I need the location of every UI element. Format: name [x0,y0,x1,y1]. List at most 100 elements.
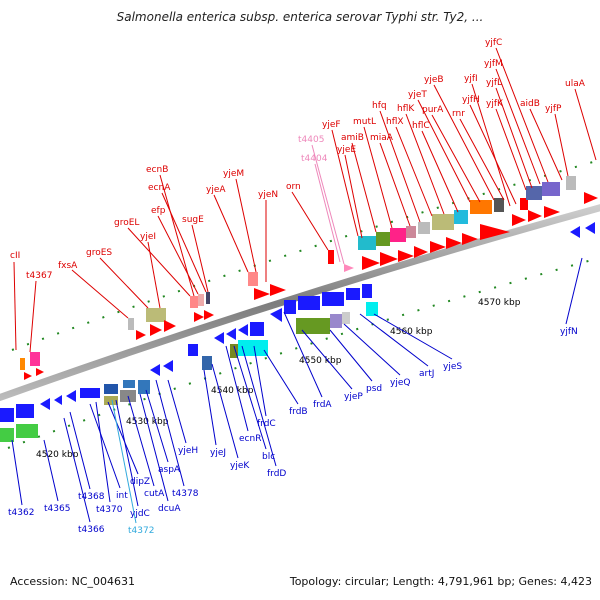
ruler-label: 4550 kbp [299,356,342,366]
gene-label[interactable]: frdD [267,469,286,479]
gene-label[interactable]: artJ [419,369,434,379]
gene-label[interactable]: yjeE [337,145,356,155]
gene-label[interactable]: t4378 [172,489,199,499]
gene-label[interactable]: cutA [144,489,165,499]
gene-label[interactable]: yjfH [462,95,480,105]
gene-leader-line [395,126,433,217]
gene-block [296,318,330,334]
gene-label[interactable]: rnr [452,109,465,119]
gene-label[interactable]: yjeA [206,185,226,195]
gene-label[interactable]: t4404 [301,154,328,164]
gene-label[interactable]: int [116,491,128,501]
gene-label[interactable]: ecnR [239,434,261,444]
gene-block [406,226,416,238]
gene-label[interactable]: mutL [353,117,376,127]
gene-block [202,356,212,370]
gene-label[interactable]: yjfI [464,74,478,84]
gene-label[interactable]: amiB [341,133,364,143]
gene-arrow [528,210,542,222]
gene-label[interactable]: yjeT [408,90,427,100]
gene-label[interactable]: frdA [313,400,332,410]
gene-label[interactable]: t4367 [26,271,52,281]
gene-leader-line [139,393,169,502]
gene-leader-line [495,108,527,191]
gene-leader-line [433,84,495,201]
gene-label[interactable]: yjfL [486,78,502,88]
gene-block [16,424,38,438]
gene-label[interactable]: t4405 [298,135,324,145]
gene-label[interactable]: yjeJ [210,448,226,458]
gene-label[interactable]: hflK [397,104,415,114]
gene-label[interactable]: t4366 [78,525,105,535]
gene-label[interactable]: hflX [386,117,404,127]
gene-label[interactable]: yjfC [485,38,502,48]
gene-label[interactable]: t4365 [44,504,70,514]
gene-label[interactable]: t4372 [128,526,154,536]
gene-label[interactable]: yjfM [484,59,503,69]
gene-label[interactable]: psd [366,384,382,394]
gene-label[interactable]: t4370 [96,505,123,515]
gene-leader-line [263,349,299,405]
topology-text: Topology: circular; Length: 4,791,961 bp… [289,575,592,588]
gene-label[interactable]: yjfP [545,104,562,114]
gene-label[interactable]: yjeP [344,392,363,402]
gene-label[interactable]: yjdC [130,509,150,519]
gene-label[interactable]: yjeM [223,169,244,179]
gene-leader-line [241,345,277,467]
gene-block [0,428,14,442]
gene-label[interactable]: ulaA [565,79,586,89]
gene-block [566,176,576,190]
gene-label[interactable]: aspA [158,465,181,475]
gene-arrow [362,256,380,270]
gene-label[interactable]: dipZ [130,477,150,487]
gene-label[interactable]: groEL [114,218,139,228]
gene-label[interactable]: yjfN [560,327,578,337]
gene-label[interactable]: t4362 [8,508,34,518]
gene-label[interactable]: dcuA [158,504,181,514]
gene-label[interactable]: yjeB [424,75,444,85]
gene-label[interactable]: frdB [289,407,308,417]
gene-leader-line [417,99,471,203]
gene-label[interactable]: fxsA [58,261,78,271]
gene-block [432,214,454,230]
gene-label[interactable]: cII [10,251,20,261]
gene-label[interactable]: yjeS [443,362,462,372]
gene-leader-line [301,329,353,390]
gene-label[interactable]: frdC [257,419,276,429]
gene-label[interactable]: purA [422,105,444,115]
gene-label[interactable]: ecnB [146,165,168,175]
gene-label[interactable]: sugE [182,215,204,225]
gene-leader-line [495,68,541,185]
gene-label[interactable]: yjeH [178,446,198,456]
gene-block [390,228,406,242]
gene-label[interactable]: yjeI [140,232,156,242]
gene-label[interactable]: orn [286,182,301,192]
gene-leader-line [157,215,199,295]
gene-label[interactable]: hflC [412,121,430,131]
gene-leader-line [127,227,191,297]
gene-label[interactable]: efp [151,206,166,216]
gene-label[interactable]: blc [262,452,275,462]
gene-block [454,210,468,224]
gene-label[interactable]: miaA [370,133,394,143]
gene-label[interactable]: aidB [520,99,540,109]
gene-label[interactable]: ecnA [148,183,171,193]
gene-label[interactable]: t4368 [78,492,105,502]
gene-arrow [66,390,76,402]
gene-label[interactable]: yjeF [322,120,341,130]
gene-leader-line [71,269,129,319]
gene-block [206,292,210,304]
gene-block [330,314,342,328]
ruler-label: 4520 kbp [36,450,79,460]
gene-label[interactable]: groES [86,248,112,258]
gene-label[interactable]: yjeK [230,461,250,471]
gene-label[interactable]: yjeN [258,190,278,200]
gene-label[interactable]: yjfK [486,99,504,109]
forward-strand-features [20,176,598,380]
gene-label[interactable]: yjeQ [390,378,410,388]
gene-leader-line [363,126,393,229]
gene-label[interactable]: hfq [372,101,387,111]
gene-block [104,384,118,394]
gene-arrow [430,241,446,253]
gene-arrow [238,324,248,336]
